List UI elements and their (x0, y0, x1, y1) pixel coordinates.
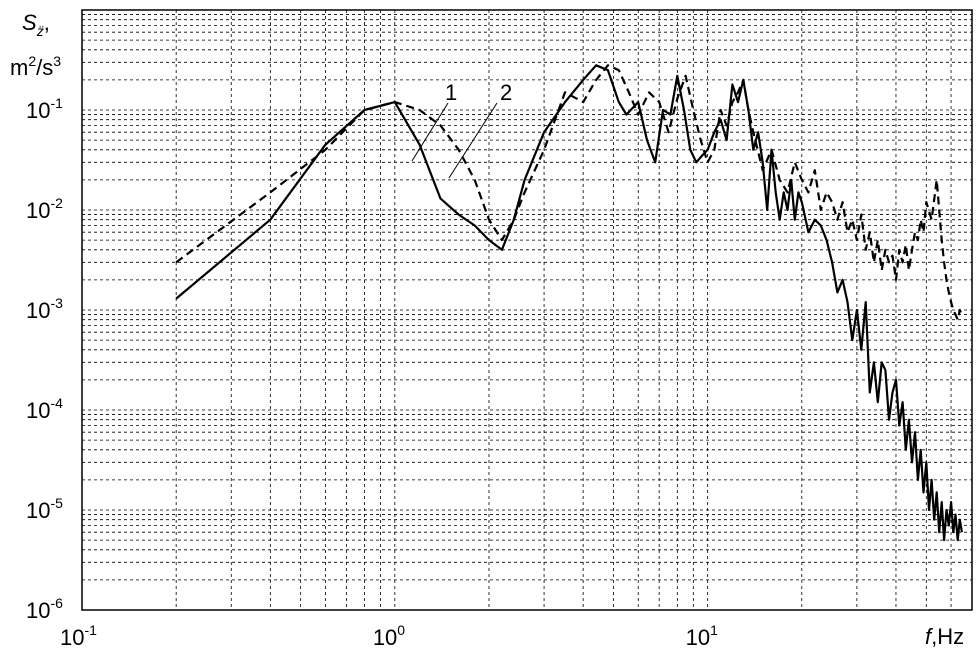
grid-layer (82, 10, 972, 610)
annotation-layer: 1 2 (411, 80, 512, 179)
y-axis-var: S (22, 10, 37, 35)
y-tick-label: 10-3 (26, 295, 63, 323)
x-axis-unit: ,Hz (931, 624, 964, 649)
y-tick-base: 10 (26, 298, 50, 323)
y-unit-mid: /s (36, 55, 53, 80)
x-tick-label: 101 (686, 622, 718, 650)
x-tick-exp: -1 (84, 622, 97, 638)
y-tick-exp: -6 (50, 595, 63, 611)
curve-1-leader (411, 102, 449, 162)
series-2-line (175, 64, 963, 321)
y-unit-exp: 2 (28, 53, 36, 69)
x-tick-base: 10 (686, 625, 710, 650)
y-tick-exp: -1 (50, 95, 63, 111)
y-axis-unit: m2/s3 (10, 53, 61, 80)
series-layer (175, 64, 963, 542)
x-tick-base: 10 (60, 625, 84, 650)
x-axis-label: f,Hz (925, 624, 964, 649)
y-axis-sub: z̈ (36, 23, 45, 39)
y-unit-exp2: 3 (53, 53, 61, 69)
y-tick-base: 10 (26, 598, 50, 623)
y-tick-exp: -4 (50, 395, 63, 411)
y-tick-base: 10 (26, 498, 50, 523)
curve-1-label: 1 (445, 80, 457, 105)
x-axis-var: f (925, 624, 934, 649)
y-tick-base: 10 (26, 198, 50, 223)
y-tick-label: 10-4 (26, 395, 63, 423)
y-axis-label: Sz̈, (22, 10, 50, 39)
y-tick-exp: -5 (50, 495, 63, 511)
plot-frame (81, 9, 973, 611)
curve-2-label: 2 (500, 80, 512, 105)
y-tick-label: 10-2 (26, 195, 63, 223)
y-tick-label: 10-5 (26, 495, 63, 523)
series-1-line (175, 64, 963, 542)
y-tick-base: 10 (26, 398, 50, 423)
y-axis-comma: , (44, 10, 50, 35)
y-tick-base: 10 (26, 98, 50, 123)
x-tick-exp: 0 (397, 622, 405, 638)
y-tick-label: 10-1 (26, 95, 63, 123)
y-tick-label: 10-6 (26, 595, 63, 623)
x-tick-label: 10-1 (60, 622, 97, 650)
y-unit-base: m (10, 55, 28, 80)
x-tick-label: 100 (373, 622, 405, 650)
curve-2-leader (448, 102, 498, 179)
x-tick-base: 10 (373, 625, 397, 650)
x-tick-exp: 1 (710, 622, 718, 638)
y-tick-exp: -2 (50, 195, 63, 211)
y-tick-exp: -3 (50, 295, 63, 311)
